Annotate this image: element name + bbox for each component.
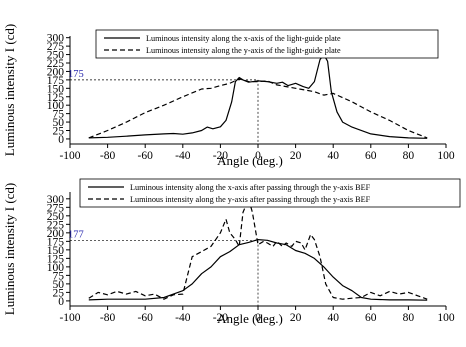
- y-tick-label: 275: [47, 41, 65, 53]
- x-tick-label: 100: [437, 150, 455, 162]
- x-tick-label: -60: [138, 312, 154, 324]
- y-tick-label: 300: [47, 194, 65, 206]
- x-tick-label: 40: [327, 150, 339, 162]
- y-tick-label: 25: [53, 287, 65, 299]
- top-chart: -100 -80 -60 -40 -20 0 20 40 60 80 100025507510012…: [2, 24, 455, 168]
- y-tick-label: 250: [47, 50, 65, 62]
- y-tick-label: 225: [47, 58, 65, 70]
- x-tick-label: -80: [100, 312, 116, 324]
- legend-label-1: Luminous intensity along the x-axis of t…: [146, 34, 341, 43]
- x-tick-label: 20: [290, 150, 302, 162]
- y-tick-label: 75: [53, 109, 65, 121]
- y-tick-label: 200: [47, 228, 65, 240]
- y-tick-label: 100: [47, 100, 65, 112]
- y-tick-label: 175: [47, 236, 65, 248]
- x-tick-label: -20: [213, 150, 229, 162]
- x-tick-label: 60: [365, 312, 377, 324]
- x-tick-label: 20: [290, 312, 302, 324]
- x-tick-label: -100: [59, 312, 80, 324]
- x-tick-label: 40: [327, 312, 339, 324]
- x-tick-label: -40: [175, 150, 191, 162]
- y-tick-label: 0: [58, 296, 64, 308]
- y-tick-label: 100: [47, 262, 65, 274]
- legend-box: [95, 29, 439, 59]
- y-tick-label: 25: [53, 126, 65, 138]
- legend-box: [79, 178, 461, 208]
- x-tick-label: -60: [138, 150, 154, 162]
- x-tick-label: 80: [403, 150, 415, 162]
- y-tick-label: 150: [47, 83, 65, 95]
- y-tick-label: 150: [47, 245, 65, 257]
- y-tick-label: 125: [47, 92, 65, 104]
- y-tick-label: 250: [47, 211, 65, 223]
- x-axis-label: Angle (deg.): [217, 153, 283, 168]
- y-axis-label: Luminous intensity I (cd): [2, 183, 17, 316]
- x-tick-label: -20: [213, 312, 229, 324]
- y-tick-label: 175: [47, 75, 65, 87]
- y-tick-label: 75: [53, 270, 65, 282]
- y-tick-label: 50: [53, 117, 65, 129]
- y-tick-label: 225: [47, 219, 65, 231]
- x-tick-label: -40: [175, 312, 191, 324]
- x-tick-label: 80: [403, 312, 415, 324]
- x-tick-label: 0: [255, 150, 261, 162]
- x-tick-label: 0: [255, 312, 261, 324]
- legend-label-2: Luminous intensity along the y-axis afte…: [130, 195, 371, 204]
- y-tick-label: 300: [47, 33, 65, 45]
- x-tick-label: -80: [100, 150, 116, 162]
- y-axis-label: Luminous intensity I (cd): [2, 24, 17, 157]
- series-line-2: [88, 78, 428, 139]
- x-tick-label: 100: [437, 312, 455, 324]
- y-tick-label: 200: [47, 66, 65, 78]
- annotation-label: 175: [68, 69, 84, 80]
- x-tick-label: -100: [59, 150, 80, 162]
- legend-label-1: Luminous intensity along the x-axis afte…: [130, 183, 371, 192]
- y-tick-label: 0: [58, 134, 64, 146]
- x-tick-label: 60: [365, 150, 377, 162]
- y-tick-label: 50: [53, 279, 65, 291]
- y-tick-label: 125: [47, 253, 65, 265]
- bottom-chart: -100 -80 -60 -40 -20 0 20 40 60 80 100025507510012…: [2, 178, 461, 326]
- series-line-1: [88, 239, 428, 301]
- x-axis-label: Angle (deg.): [217, 311, 283, 326]
- annotation-label: 177: [68, 230, 84, 241]
- legend-label-2: Luminous intensity along the y-axis of t…: [146, 46, 341, 55]
- y-tick-label: 275: [47, 202, 65, 214]
